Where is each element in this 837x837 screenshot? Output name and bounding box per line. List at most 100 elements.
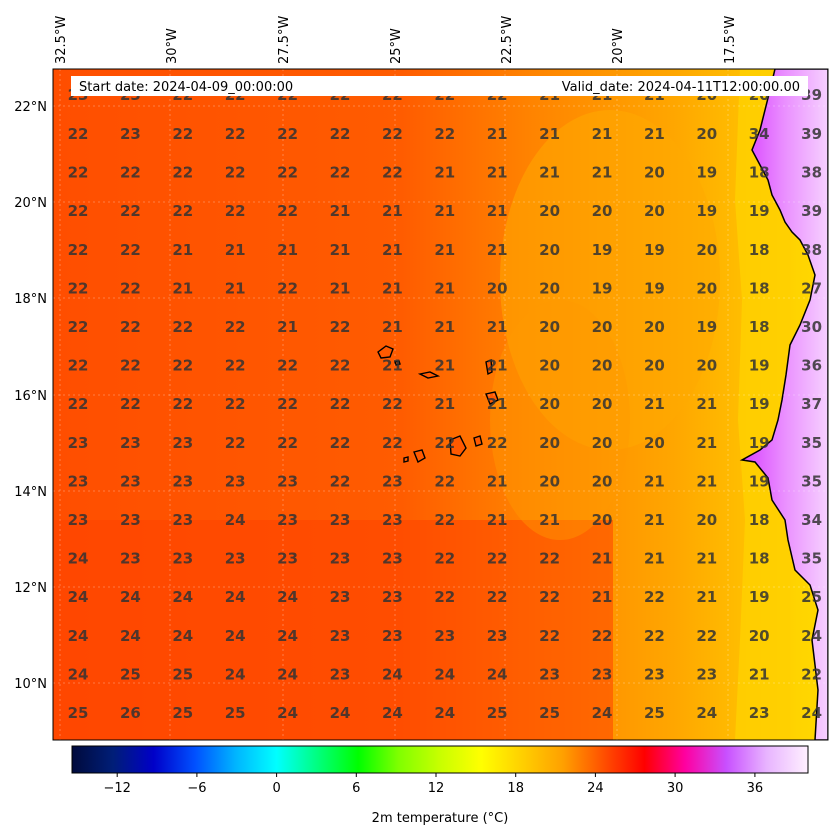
island-sao-vicente (394, 360, 401, 366)
grid-value-label: 21 (487, 318, 508, 336)
grid-value-label: 23 (172, 511, 193, 529)
grid-value-label: 21 (277, 318, 298, 336)
grid-value-label: 22 (68, 395, 89, 413)
grid-value-label: 20 (644, 357, 665, 375)
grid-value-label: 20 (539, 202, 560, 220)
grid-value-label: 21 (382, 202, 403, 220)
grid-value-label: 25 (801, 588, 822, 606)
grid-value-label: 21 (696, 472, 717, 490)
lat-label: 14°N (14, 485, 47, 500)
map-frame (52, 68, 829, 741)
grid-value-label: 37 (801, 395, 822, 413)
grid-value-label: 24 (382, 704, 403, 722)
colorbar-tick-label: −6 (187, 781, 206, 796)
grid-value-label: 21 (330, 279, 351, 297)
grid-value-label: 25 (225, 704, 246, 722)
colorbar-tick-label: −12 (103, 781, 130, 796)
grid-value-label: 18 (749, 279, 770, 297)
grid-value-label: 21 (696, 588, 717, 606)
grid-value-label: 18 (749, 318, 770, 336)
grid-value-label: 22 (68, 125, 89, 143)
grid-value-label: 39 (801, 202, 822, 220)
grid-value-label: 22 (801, 665, 822, 683)
grid-value-label: 24 (172, 627, 193, 645)
lon-label: 27.5°W (277, 16, 292, 64)
lat-label: 18°N (14, 292, 47, 307)
colorbar-tick-label: 6 (352, 781, 360, 796)
grid-value-label: 23 (382, 627, 403, 645)
grid-value-label: 23 (120, 125, 141, 143)
island-sal (485, 358, 493, 376)
grid-value-label: 22 (225, 434, 246, 452)
lon-label: 17.5°W (723, 16, 738, 64)
grid-value-label: 22 (330, 318, 351, 336)
grid-value-label: 20 (696, 125, 717, 143)
island-santo-antao (377, 345, 394, 359)
grid-value-label: 20 (592, 357, 613, 375)
grid-value-label: 23 (172, 550, 193, 568)
grid-value-label: 23 (225, 550, 246, 568)
grid-value-label: 22 (382, 434, 403, 452)
grid-value-label: 18 (749, 511, 770, 529)
grid-value-label: 24 (225, 511, 246, 529)
grid-value-label: 38 (801, 164, 822, 182)
grid-value-label: 22 (696, 627, 717, 645)
lon-label: 20°W (611, 28, 626, 64)
grid-value-label: 20 (644, 202, 665, 220)
grid-value-label: 23 (382, 550, 403, 568)
grid-value-label: 21 (539, 511, 560, 529)
grid-value-label: 22 (277, 164, 298, 182)
grid-value-label: 22 (68, 357, 89, 375)
grid-value-label: 23 (225, 472, 246, 490)
grid-value-label: 23 (382, 511, 403, 529)
grid-value-labels: 23 23 22 22 22 22 22 22 22 21 21 21 20 20 39 22 23 22 22 22… (68, 86, 822, 722)
grid-value-label: 20 (749, 627, 770, 645)
grid-value-label: 22 (434, 125, 455, 143)
grid-value-label: 21 (592, 164, 613, 182)
grid-value-label: 23 (68, 511, 89, 529)
grid-value-label: 22 (434, 434, 455, 452)
grid-value-label: 22 (68, 318, 89, 336)
grid-value-label: 21 (225, 241, 246, 259)
grid-value-label: 22 (330, 125, 351, 143)
grid-value-label: 21 (696, 395, 717, 413)
grid-value-label: 23 (696, 665, 717, 683)
colorbar-tick-label: 12 (428, 781, 445, 796)
grid-value-label: 20 (644, 318, 665, 336)
grid-value-label: 20 (539, 472, 560, 490)
grid-value-label: 36 (801, 357, 822, 375)
grid-value-label: 22 (172, 357, 193, 375)
grid-value-label: 21 (487, 395, 508, 413)
start-date: Start date: 2024-04-09_00:00:00 (79, 80, 293, 95)
grid-value-label: 22 (277, 357, 298, 375)
grid-value-label: 20 (592, 318, 613, 336)
grid-value-label: 21 (330, 241, 351, 259)
grid-value-label: 21 (644, 511, 665, 529)
grid-value-label: 22 (120, 318, 141, 336)
grid-value-label: 20 (592, 395, 613, 413)
graticule (53, 69, 828, 740)
lat-label: 16°N (14, 389, 47, 404)
grid-value-label: 24 (277, 704, 298, 722)
grid-value-label: 21 (539, 164, 560, 182)
grid-value-label: 22 (68, 241, 89, 259)
grid-value-label: 21 (382, 279, 403, 297)
african-land (739, 69, 828, 740)
latitude-labels: 22°N 20°N 18°N 16°N 14°N 12°N 10°N (14, 100, 47, 692)
grid-value-label: 19 (749, 588, 770, 606)
grid-value-label: 20 (644, 164, 665, 182)
grid-value-label: 19 (644, 241, 665, 259)
lat-label: 10°N (14, 677, 47, 692)
grid-value-label: 22 (330, 164, 351, 182)
grid-value-label: 22 (225, 164, 246, 182)
grid-value-label: 20 (696, 357, 717, 375)
grid-value-label: 23 (434, 627, 455, 645)
colorbar-tick-label: 18 (507, 781, 524, 796)
colorbar-tick-label: 0 (272, 781, 280, 796)
grid-value-label: 26 (120, 704, 141, 722)
grid-value-label: 23 (487, 627, 508, 645)
grid-value-label: 22 (120, 395, 141, 413)
grid-value-label: 22 (172, 318, 193, 336)
grid-value-label: 20 (592, 434, 613, 452)
